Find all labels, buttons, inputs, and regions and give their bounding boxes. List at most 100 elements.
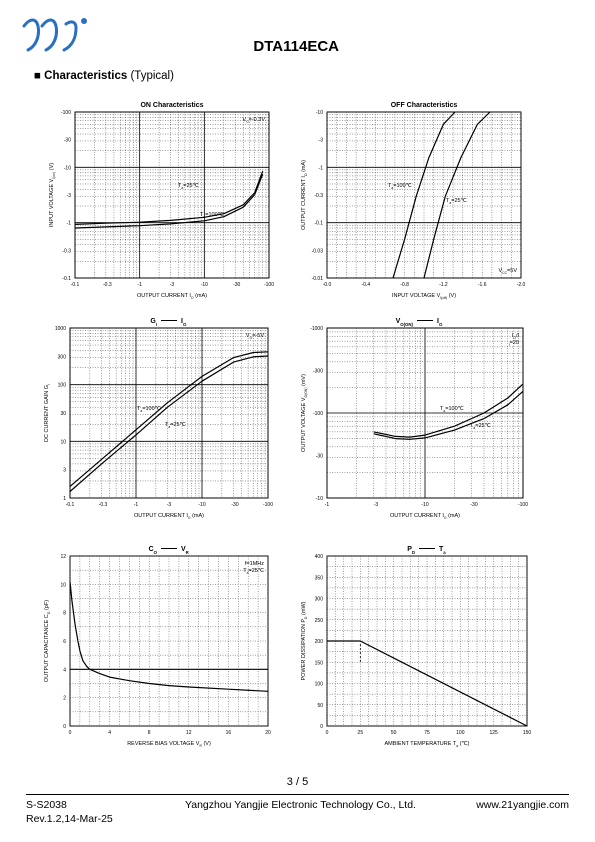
plot-frame — [74, 111, 270, 279]
chart-title-left: PD — [407, 546, 415, 555]
x-tick-label: -0.0 — [323, 282, 332, 288]
chart-vo: -1 -3 -10 -30 -100 -10 -30 -100 -300 -1000 VO(ON) I… — [301, 318, 528, 520]
chart-gain: -0.1 -0.3 -1 -3 -10 -30 -100 1 3 10 30 100 300 1000 GI… — [44, 318, 273, 520]
series-label: Ta=100℃ — [137, 406, 162, 413]
x-tick-label: -1 — [137, 282, 142, 288]
chart-title-right: Ta — [439, 546, 446, 555]
minor-grid — [326, 555, 528, 727]
x-tick-label: -1.2 — [439, 282, 448, 288]
x-tick-label: 125 — [489, 730, 498, 736]
y-tick-label: -1000 — [310, 326, 323, 332]
x-tick-label: -0.8 — [400, 282, 409, 288]
minor-grid — [69, 555, 269, 727]
x-tick-label: 0 — [69, 730, 72, 736]
section-subtitle: (Typical) — [130, 70, 174, 82]
x-tick-label: -0.3 — [103, 282, 112, 288]
chart-title-left: VO(ON) — [396, 318, 414, 327]
x-tick-label: -3 — [170, 282, 175, 288]
x-tick-label: 4 — [108, 730, 111, 736]
y-tick-label: 100 — [315, 682, 324, 688]
series-label: Ta=100℃ — [440, 406, 465, 413]
section-title: Characteristics — [44, 70, 128, 82]
y-tick-label: 0 — [320, 724, 323, 730]
series-label: Ta=100℃ — [200, 212, 225, 219]
x-tick-label: -30 — [233, 282, 240, 288]
y-tick-label: 150 — [315, 660, 324, 666]
minor-grid — [326, 112, 522, 279]
y-tick-label: -1 — [67, 221, 72, 227]
x-tick-label: 16 — [226, 730, 232, 736]
x-tick-label: 150 — [523, 730, 532, 736]
major-grid — [69, 328, 268, 499]
y-tick-label: 10 — [60, 439, 66, 445]
condition-label: VO=-0.3V — [242, 117, 265, 124]
y-tick-label: -1 — [319, 165, 324, 171]
doc-id: S-S2038 — [26, 799, 67, 811]
chart-title-right: IO — [181, 318, 187, 327]
chart-off: -0.0 -0.4 -0.8 -1.2 -1.6 -2.0 -0.01 -0.03 -0.1 -0… — [301, 102, 526, 300]
x-axis-label: INPUT VOLTAGE VI(off) (V) — [392, 293, 456, 300]
series-line-1 — [327, 640, 528, 727]
x-tick-label: -0.1 — [66, 502, 75, 508]
y-tick-label: 2 — [63, 696, 66, 702]
y-tick-label: -0.3 — [62, 248, 71, 254]
series-line-1 — [373, 383, 524, 438]
y-tick-label: -0.03 — [312, 248, 324, 254]
footer-divider — [26, 794, 569, 795]
series-label: Ta=25℃ — [178, 183, 200, 190]
y-tick-label: 6 — [63, 639, 66, 645]
chart-on: -0.1 -0.3 -1 -3 -10 -30 -100 -0.1 -0.3 -1 -3 -10 -30… — [49, 102, 274, 300]
x-tick-label: -3 — [374, 502, 379, 508]
x-tick-label: 50 — [391, 730, 397, 736]
condition-label: Ta=25℃ — [243, 568, 265, 575]
y-tick-label: 200 — [315, 639, 324, 645]
series-line-1 — [74, 170, 264, 225]
condition-label: VO=-5V — [246, 333, 264, 340]
x-axis-label: OUTPUT CURRENT IO (mA) — [134, 513, 204, 520]
x-tick-label: 75 — [424, 730, 430, 736]
series-line-2 — [373, 390, 524, 440]
y-axis-label: INPUT VOLTAGE VI(on) (V) — [49, 163, 56, 227]
condition-label: I=20 — [509, 340, 519, 347]
y-axis-label: POWER DISSIPATION PD (mW) — [301, 601, 308, 680]
x-tick-label: 100 — [456, 730, 465, 736]
y-tick-label: 3 — [63, 468, 66, 474]
chart-title-right: IO — [437, 318, 443, 327]
y-tick-label: -300 — [313, 369, 323, 375]
x-tick-label: -0.1 — [71, 282, 80, 288]
y-tick-label: -10 — [64, 165, 71, 171]
x-tick-label: -1 — [325, 502, 330, 508]
y-tick-label: -3 — [319, 138, 324, 144]
chart-title-left: CO — [149, 546, 158, 555]
x-tick-label: -10 — [201, 282, 208, 288]
x-tick-label: -100 — [263, 502, 273, 508]
y-tick-label: -0.1 — [62, 276, 71, 282]
y-axis-label: OUTPUT VOLTAGE VO(ON) (mV) — [301, 374, 308, 452]
series-line-1 — [69, 351, 269, 487]
y-tick-label: -0.01 — [312, 276, 324, 282]
y-axis-label: OUTPUT CURRENT IO (mA) — [301, 160, 308, 230]
x-tick-label: 20 — [265, 730, 271, 736]
y-tick-label: 1 — [63, 496, 66, 502]
x-tick-label: -0.3 — [99, 502, 108, 508]
series-label: Ta=25℃ — [446, 198, 468, 205]
chart-title-right: VR — [181, 546, 190, 555]
section-heading: ■ Characteristics (Typical) — [34, 70, 174, 82]
y-tick-label: 400 — [315, 554, 324, 560]
y-tick-label: -10 — [316, 110, 323, 116]
x-axis-label: AMBIENT TEMPERATURE Ta (℃) — [384, 741, 469, 748]
website-link[interactable]: www.21yangjie.com — [476, 799, 569, 811]
y-tick-label: -3 — [67, 193, 72, 199]
series-label: Ta=25℃ — [165, 422, 187, 429]
x-tick-label: -30 — [231, 502, 238, 508]
y-tick-label: -0.3 — [314, 193, 323, 199]
x-tick-label: -100 — [264, 282, 274, 288]
series-line-2 — [74, 173, 264, 229]
series-line-1 — [69, 581, 269, 692]
x-tick-label: 12 — [186, 730, 192, 736]
company-name: Yangzhou Yangjie Electronic Technology C… — [185, 799, 416, 811]
x-tick-label: -10 — [421, 502, 428, 508]
chart-title-left: GI — [150, 318, 157, 327]
x-tick-label: -30 — [470, 502, 477, 508]
